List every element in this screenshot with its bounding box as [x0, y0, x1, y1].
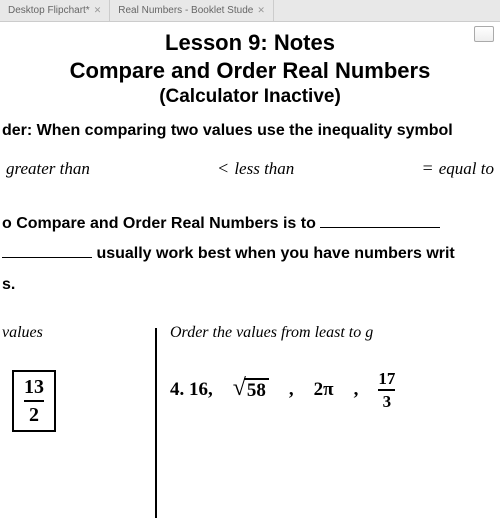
right-column: Order the values from least to g 4. 16, … [130, 324, 500, 504]
eq-label: equal to [439, 159, 494, 179]
less-than-item: < less than [218, 158, 294, 179]
lesson-note: (Calculator Inactive) [0, 86, 500, 108]
equal-to-item: = equal to [423, 158, 494, 179]
reminder-text: der: When comparing two values use the i… [0, 122, 500, 140]
radicand: 58 [244, 378, 269, 402]
body-line1a: o Compare and Order Real Numbers is to [2, 215, 320, 232]
close-icon[interactable]: ✕ [94, 5, 102, 16]
gt-label: greater than [6, 159, 90, 179]
denominator: 3 [383, 393, 392, 410]
right-header: Order the values from least to g [170, 324, 500, 342]
inequality-symbols: greater than < less than = equal to [0, 158, 500, 179]
lt-label: less than [234, 159, 294, 179]
fill-blank [320, 212, 440, 228]
fraction-bar [24, 400, 44, 402]
tab-realnumbers[interactable]: Real Numbers - Booklet Stude ✕ [110, 0, 274, 21]
fraction-bar [378, 389, 395, 391]
body-line2b: usually work best when you have numbers … [92, 245, 455, 262]
exercise-columns: values 13 2 Order the values from least … [0, 324, 500, 504]
tab-flipchart[interactable]: Desktop Flipchart* ✕ [0, 0, 110, 21]
fraction: 13 2 [24, 376, 44, 426]
fraction-box: 13 2 [12, 370, 56, 432]
eq-sign: = [423, 158, 433, 179]
greater-than-item: greater than [6, 158, 90, 179]
tab-label: Desktop Flipchart* [8, 5, 90, 16]
numerator: 17 [378, 370, 395, 387]
tab-bar: Desktop Flipchart* ✕ Real Numbers - Book… [0, 0, 500, 22]
left-column: values 13 2 [0, 324, 130, 504]
vertical-divider [155, 328, 157, 518]
fill-blank [2, 242, 92, 258]
problem-4: 4. 16, √ 58 , 2π , 17 3 [170, 370, 500, 410]
fraction-term: 17 3 [378, 370, 395, 410]
lt-sign: < [218, 158, 228, 179]
numerator: 13 [24, 376, 44, 398]
body-paragraph: o Compare and Order Real Numbers is to u… [0, 209, 500, 300]
tab-label: Real Numbers - Booklet Stude [118, 5, 253, 16]
left-header: values [2, 324, 130, 342]
document-content: Lesson 9: Notes Compare and Order Real N… [0, 22, 500, 504]
sqrt-term: √ 58 [233, 378, 269, 402]
window-control-icon[interactable] [474, 26, 494, 42]
close-icon[interactable]: ✕ [257, 5, 265, 16]
denominator: 2 [29, 404, 39, 426]
lesson-subtitle: Compare and Order Real Numbers [0, 58, 500, 84]
pi-term: 2π [314, 379, 334, 401]
lesson-title: Lesson 9: Notes [0, 30, 500, 56]
body-line3: s. [2, 276, 15, 293]
comma: , [354, 379, 359, 401]
problem-number: 4. 16, [170, 379, 213, 401]
comma: , [289, 379, 294, 401]
